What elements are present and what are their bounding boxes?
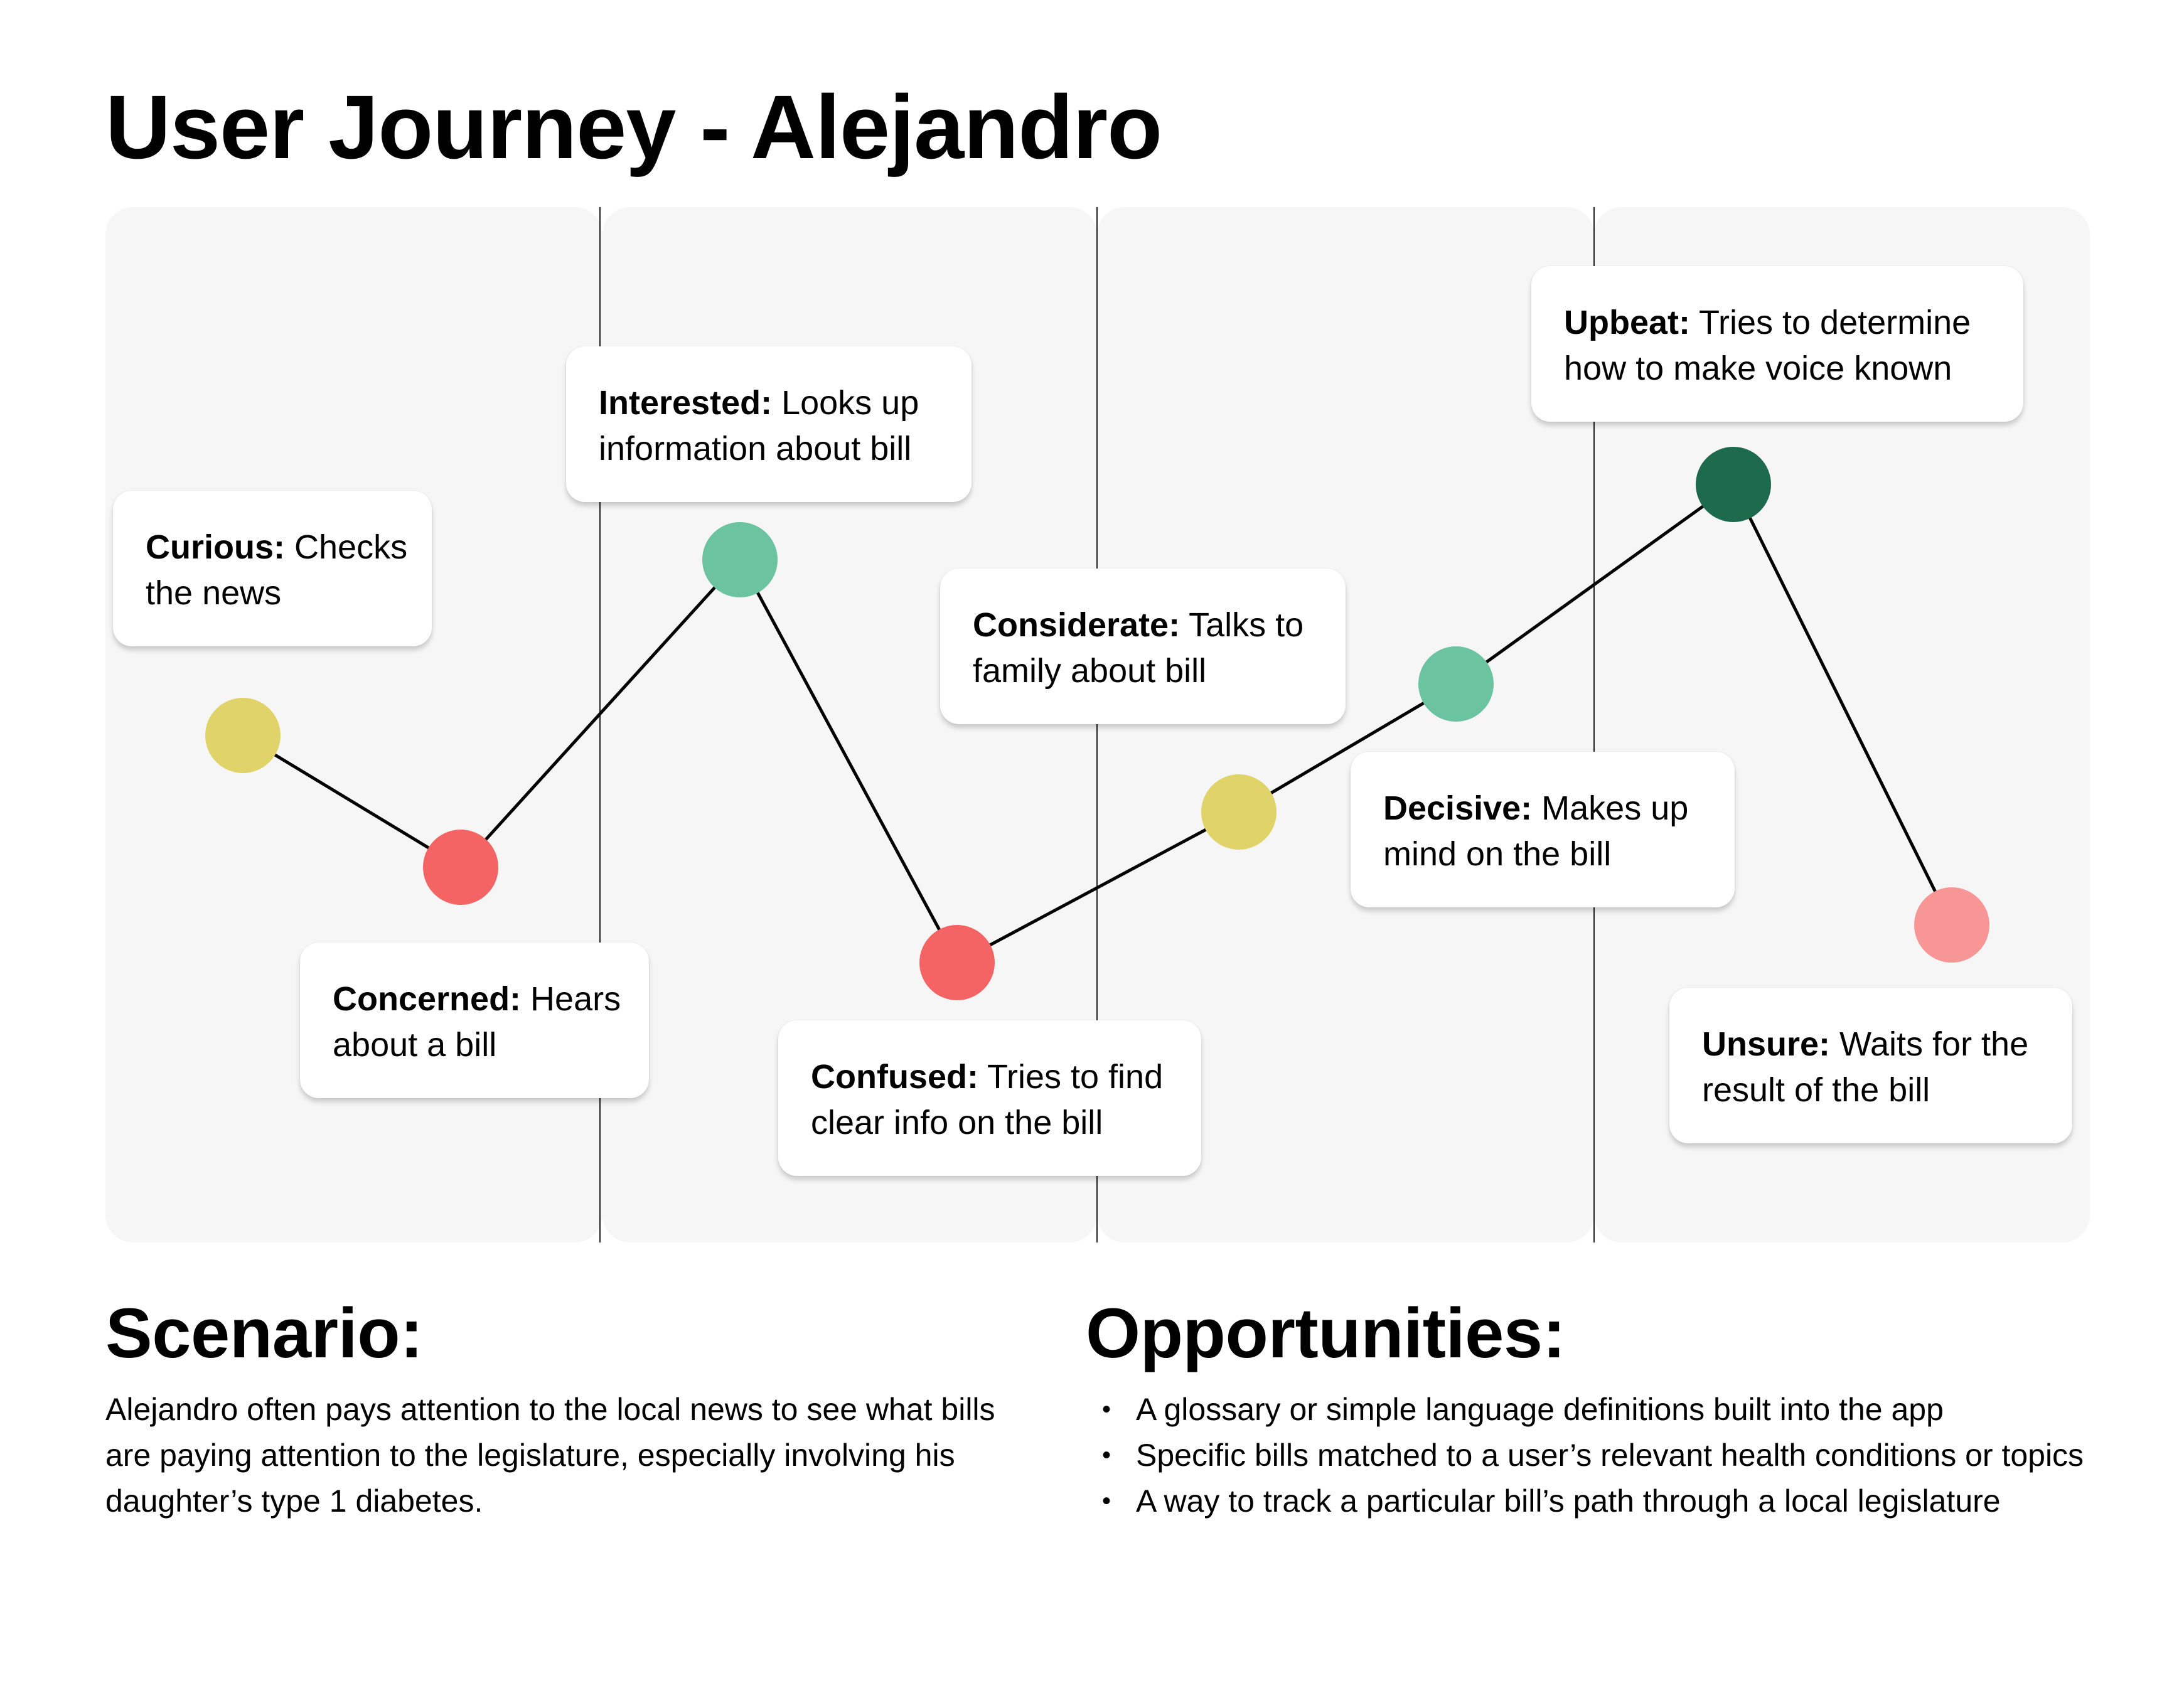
point-unsure bbox=[1914, 887, 1989, 963]
stage-text-line1: Checks bbox=[285, 528, 408, 566]
point-upbeat bbox=[1696, 447, 1771, 522]
stage-text-line2: the news bbox=[146, 574, 282, 612]
stage-card-upbeat: Upbeat: Tries to determine how to make v… bbox=[1531, 266, 2023, 422]
opportunity-text: Specific bills matched to a user’s relev… bbox=[1136, 1438, 2084, 1473]
point-interested bbox=[702, 522, 778, 597]
stage-card-considerate: Considerate: Talks to family about bill bbox=[940, 569, 1346, 724]
list-item: • Specific bills matched to a user’s rel… bbox=[1097, 1433, 2126, 1478]
point-decisive bbox=[1418, 646, 1494, 722]
opportunity-text: A way to track a particular bill’s path … bbox=[1136, 1483, 2001, 1519]
stage-card-interested: Interested: Looks up information about b… bbox=[566, 346, 972, 502]
stage-text-line2: how to make voice known bbox=[1564, 350, 1952, 387]
mood-label: Curious: bbox=[146, 528, 285, 566]
stage-text-line1: Makes up bbox=[1532, 789, 1689, 827]
stage-text-line2: mind on the bill bbox=[1383, 835, 1612, 873]
stage-text-line2: family about bill bbox=[973, 652, 1207, 690]
page-title: User Journey - Alejandro bbox=[105, 77, 1162, 178]
stage-text-line2: result of the bill bbox=[1702, 1071, 1930, 1109]
list-item: • A glossary or simple language definiti… bbox=[1097, 1387, 2126, 1433]
stage-text-line1: Tries to find bbox=[978, 1058, 1164, 1096]
bullet-icon: • bbox=[1102, 1396, 1111, 1423]
scenario-text: Alejandro often pays attention to the lo… bbox=[105, 1392, 995, 1519]
stage-card-unsure: Unsure: Waits for the result of the bill bbox=[1669, 988, 2072, 1143]
stage-text-line1: Looks up bbox=[772, 384, 919, 422]
list-item: • A way to track a particular bill’s pat… bbox=[1097, 1478, 2126, 1524]
mood-label: Decisive: bbox=[1383, 789, 1533, 827]
point-curious bbox=[205, 698, 281, 773]
stage-divider-1 bbox=[599, 207, 601, 1242]
journey-path bbox=[242, 482, 1954, 965]
stage-card-decisive: Decisive: Makes up mind on the bill bbox=[1351, 752, 1735, 907]
stage-card-confused: Confused: Tries to find clear info on th… bbox=[778, 1020, 1201, 1176]
mood-label: Considerate: bbox=[973, 606, 1180, 644]
opportunities-heading: Opportunities: bbox=[1086, 1294, 1566, 1372]
mood-label: Upbeat: bbox=[1564, 304, 1690, 341]
stage-text-line1: Tries to determine bbox=[1690, 304, 1971, 341]
point-confused bbox=[919, 925, 995, 1000]
stage-text-line2: information about bill bbox=[599, 430, 912, 468]
stage-text-line2: clear info on the bill bbox=[811, 1104, 1103, 1141]
mood-label: Unsure: bbox=[1702, 1025, 1831, 1063]
stage-text-line2: about a bill bbox=[333, 1026, 497, 1064]
stage-divider-2 bbox=[1096, 207, 1098, 1242]
opportunities-list: • A glossary or simple language definiti… bbox=[1097, 1387, 2126, 1524]
stage-text-line1: Hears bbox=[521, 980, 621, 1018]
opportunity-text: A glossary or simple language definition… bbox=[1136, 1392, 1944, 1427]
point-considerate bbox=[1201, 774, 1277, 850]
mood-label: Confused: bbox=[811, 1058, 978, 1096]
stage-divider-3 bbox=[1593, 207, 1595, 1242]
bullet-icon: • bbox=[1102, 1487, 1111, 1515]
mood-label: Concerned: bbox=[333, 980, 522, 1018]
stage-card-concerned: Concerned: Hears about a bill bbox=[300, 943, 649, 1098]
stage-text-line1: Waits for the bbox=[1830, 1025, 2029, 1063]
bullet-icon: • bbox=[1102, 1441, 1111, 1469]
mood-label: Interested: bbox=[599, 384, 773, 422]
stage-text-line1: Talks to bbox=[1180, 606, 1304, 644]
stage-card-curious: Curious: Checks the news bbox=[113, 491, 432, 646]
scenario-heading: Scenario: bbox=[105, 1294, 423, 1372]
point-concerned bbox=[423, 830, 498, 905]
